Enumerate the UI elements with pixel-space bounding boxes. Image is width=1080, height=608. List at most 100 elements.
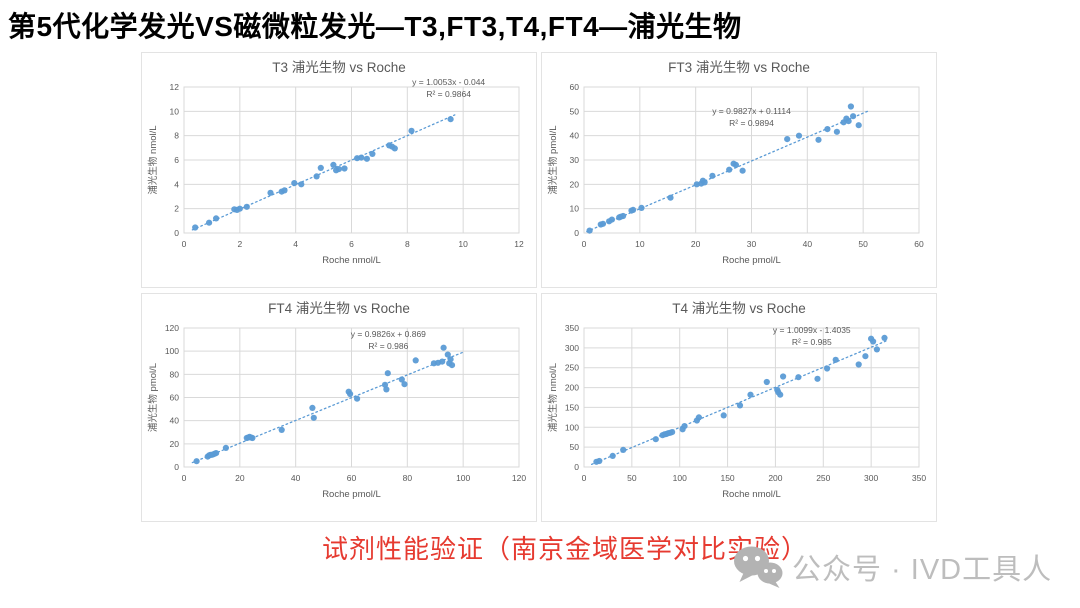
y-tick-label: 350 bbox=[565, 323, 579, 333]
y-tick-label: 40 bbox=[170, 416, 180, 426]
scatter-chart: T3 浦光生物 vs Roche 0 2 4 6 8 10 12 0 2 4 6 8 10 12 Roche … bbox=[147, 60, 524, 266]
y-tick-label: 50 bbox=[570, 106, 580, 116]
chart-ft3: FT3 浦光生物 vs Roche 0 10 20 30 40 50 60 0 10 20 30 40 5… bbox=[541, 52, 937, 288]
data-point bbox=[447, 356, 454, 363]
data-point bbox=[193, 458, 200, 465]
chart-title: FT3 浦光生物 vs Roche bbox=[668, 60, 810, 75]
x-tick-label: 4 bbox=[293, 239, 298, 249]
data-point bbox=[638, 204, 645, 211]
data-point bbox=[401, 381, 408, 388]
data-point bbox=[862, 353, 869, 360]
data-points bbox=[593, 334, 888, 465]
data-point bbox=[873, 346, 880, 353]
x-tick-label: 80 bbox=[403, 473, 413, 483]
y-tick-label: 6 bbox=[174, 155, 179, 165]
data-point bbox=[440, 344, 447, 351]
x-tick-label: 20 bbox=[691, 239, 701, 249]
data-point bbox=[291, 180, 298, 187]
y-tick-label: 200 bbox=[565, 383, 579, 393]
data-point bbox=[720, 412, 727, 419]
chart-title: T4 浦光生物 vs Roche bbox=[672, 301, 806, 316]
charts-grid: T3 浦光生物 vs Roche 0 2 4 6 8 10 12 0 2 4 6 8 10 12 Roche … bbox=[141, 52, 937, 522]
y-tick-label: 120 bbox=[165, 323, 179, 333]
equation-label: y = 0.9826x + 0.869 bbox=[351, 329, 426, 339]
data-point bbox=[267, 189, 274, 196]
data-point bbox=[669, 429, 676, 436]
data-point bbox=[309, 404, 316, 411]
data-point bbox=[298, 181, 305, 188]
y-axis-label: 浦光生物 nmol/L bbox=[547, 363, 559, 432]
x-axis-label: Roche pmol/L bbox=[722, 255, 781, 266]
x-tick-label: 12 bbox=[514, 239, 524, 249]
equation-label: y = 1.0099x - 1.4035 bbox=[773, 325, 851, 335]
data-point bbox=[310, 414, 317, 421]
x-tick-label: 40 bbox=[291, 473, 301, 483]
data-point bbox=[777, 391, 784, 398]
y-tick-label: 10 bbox=[170, 106, 180, 116]
data-point bbox=[206, 219, 213, 226]
data-point bbox=[630, 206, 637, 213]
x-tick-label: 2 bbox=[237, 239, 242, 249]
x-axis-label: Roche pmol/L bbox=[322, 489, 381, 500]
x-tick-label: 150 bbox=[720, 473, 734, 483]
data-point bbox=[599, 220, 607, 227]
data-point bbox=[795, 132, 803, 139]
data-point bbox=[824, 365, 831, 372]
data-point bbox=[845, 118, 852, 125]
data-point bbox=[317, 164, 324, 171]
y-tick-label: 40 bbox=[570, 131, 580, 141]
data-point bbox=[213, 215, 220, 222]
y-tick-label: 8 bbox=[174, 131, 179, 141]
x-tick-label: 0 bbox=[182, 473, 187, 483]
data-points bbox=[193, 344, 456, 465]
data-point bbox=[780, 373, 787, 380]
data-point bbox=[814, 375, 821, 382]
data-point bbox=[832, 356, 839, 363]
data-point bbox=[833, 128, 840, 135]
data-point bbox=[652, 436, 659, 443]
x-tick-label: 30 bbox=[747, 239, 757, 249]
chart-title: T3 浦光生物 vs Roche bbox=[272, 60, 406, 75]
data-point bbox=[222, 444, 229, 451]
data-point bbox=[358, 154, 365, 161]
data-point bbox=[313, 173, 320, 180]
data-point bbox=[736, 402, 744, 409]
y-tick-label: 30 bbox=[570, 155, 580, 165]
data-point bbox=[850, 113, 857, 120]
y-tick-label: 10 bbox=[570, 204, 580, 214]
x-tick-label: 6 bbox=[349, 239, 354, 249]
scatter-chart: FT3 浦光生物 vs Roche 0 10 20 30 40 50 60 0 10 20 30 40 5… bbox=[547, 60, 924, 266]
data-point bbox=[620, 212, 627, 220]
data-point bbox=[739, 167, 746, 174]
data-point bbox=[695, 414, 702, 421]
data-point bbox=[369, 150, 376, 157]
y-tick-label: 0 bbox=[574, 228, 579, 238]
data-point bbox=[847, 103, 854, 110]
data-point bbox=[608, 216, 615, 223]
y-tick-label: 100 bbox=[165, 346, 179, 356]
data-point bbox=[667, 194, 674, 201]
data-point bbox=[384, 370, 391, 377]
y-tick-label: 4 bbox=[174, 179, 179, 189]
data-point bbox=[347, 390, 354, 398]
data-point bbox=[763, 378, 770, 386]
data-point bbox=[243, 203, 250, 210]
r-squared-label: R² = 0.9864 bbox=[426, 89, 471, 99]
scatter-chart: T4 浦光生物 vs Roche 0 50 100 150 200 250 300 350 0 50… bbox=[547, 301, 926, 500]
data-point bbox=[412, 357, 419, 364]
chart-title: FT4 浦光生物 vs Roche bbox=[268, 301, 410, 316]
data-points bbox=[192, 116, 454, 231]
wechat-logo-icon bbox=[733, 545, 783, 589]
y-axis-label: 浦光生物 nmol/L bbox=[147, 125, 159, 194]
trend-line bbox=[191, 114, 456, 231]
x-tick-label: 200 bbox=[768, 473, 782, 483]
data-point bbox=[709, 172, 716, 179]
chart-t3: T3 浦光生物 vs Roche 0 2 4 6 8 10 12 0 2 4 6 8 10 12 Roche … bbox=[141, 52, 537, 288]
x-tick-label: 50 bbox=[627, 473, 637, 483]
data-point bbox=[855, 122, 862, 129]
data-point bbox=[408, 127, 415, 134]
y-tick-label: 20 bbox=[570, 179, 580, 189]
data-point bbox=[278, 426, 285, 433]
equation-label: y = 1.0053x - 0.044 bbox=[412, 77, 485, 87]
